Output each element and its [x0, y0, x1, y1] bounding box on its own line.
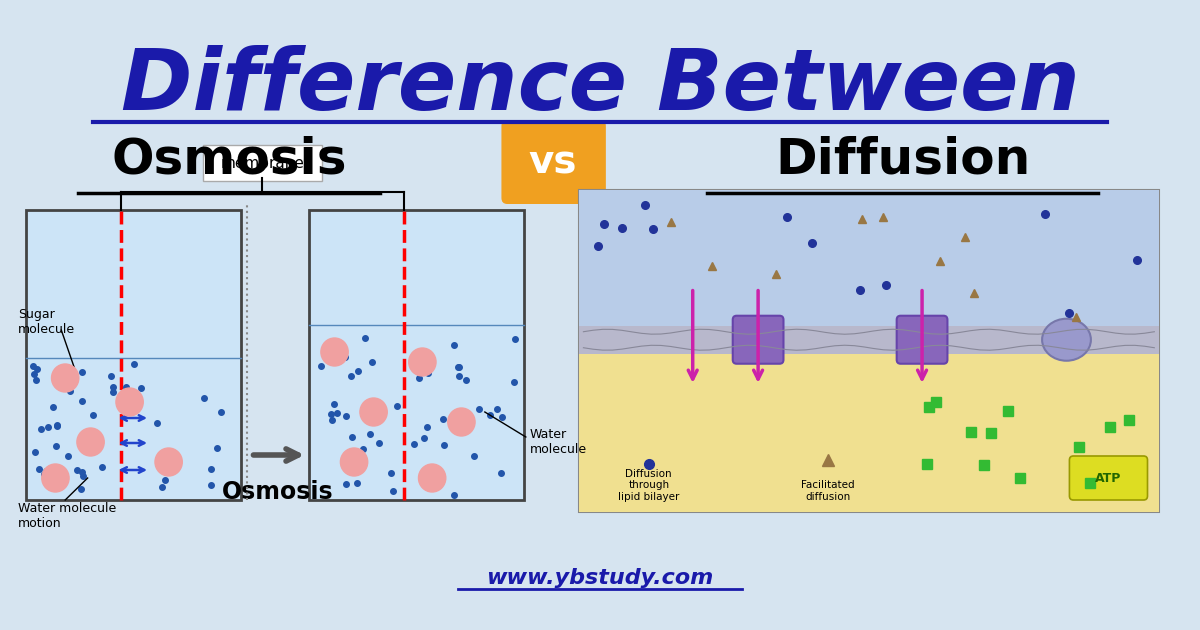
Circle shape — [360, 398, 388, 426]
Text: Osmosis: Osmosis — [222, 480, 334, 504]
Text: Water
molecule: Water molecule — [529, 428, 587, 456]
Circle shape — [155, 448, 182, 476]
Circle shape — [320, 338, 348, 366]
FancyBboxPatch shape — [578, 190, 1159, 326]
Circle shape — [448, 408, 475, 436]
FancyBboxPatch shape — [578, 190, 1159, 512]
FancyBboxPatch shape — [733, 316, 784, 364]
Text: Difference Between: Difference Between — [120, 45, 1080, 128]
Circle shape — [77, 428, 104, 456]
Circle shape — [341, 448, 367, 476]
FancyBboxPatch shape — [578, 326, 1159, 353]
Text: Diffusion
through
lipid bilayer: Diffusion through lipid bilayer — [618, 469, 679, 502]
Circle shape — [419, 464, 446, 492]
Text: www.ybstudy.com: www.ybstudy.com — [486, 568, 714, 588]
FancyBboxPatch shape — [502, 120, 606, 204]
FancyBboxPatch shape — [896, 316, 948, 364]
Text: Sugar
molecule: Sugar molecule — [18, 308, 76, 336]
Text: Diffusion: Diffusion — [775, 135, 1030, 183]
Text: Facilitated
diffusion: Facilitated diffusion — [802, 481, 856, 502]
FancyBboxPatch shape — [26, 210, 241, 500]
Circle shape — [409, 348, 436, 376]
Ellipse shape — [1042, 319, 1091, 361]
Text: membrane: membrane — [220, 156, 304, 171]
Circle shape — [116, 388, 143, 416]
Text: vs: vs — [529, 143, 577, 181]
FancyBboxPatch shape — [203, 145, 322, 181]
Text: ATP: ATP — [1096, 471, 1122, 484]
Circle shape — [42, 464, 70, 492]
Circle shape — [52, 364, 79, 392]
FancyBboxPatch shape — [1069, 456, 1147, 500]
FancyBboxPatch shape — [310, 210, 524, 500]
Text: Water molecule
motion: Water molecule motion — [18, 502, 116, 530]
FancyBboxPatch shape — [578, 353, 1159, 512]
Text: Osmosis: Osmosis — [112, 135, 347, 183]
